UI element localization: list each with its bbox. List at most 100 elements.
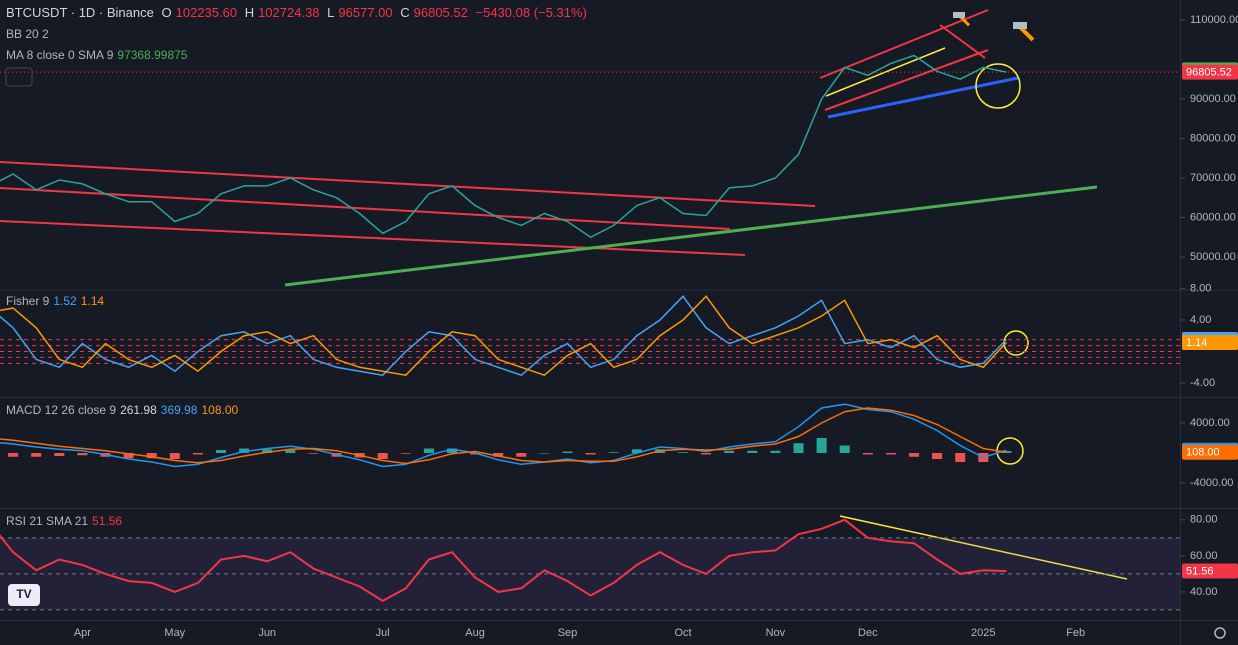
histogram-bar [932,453,943,460]
series-line [0,295,1007,377]
trend-line [827,76,1019,119]
histogram-bar [216,449,226,453]
series-line [0,295,1007,377]
ohlc-label: H [244,5,255,20]
y-tick-label: 60000.00 [1190,211,1236,223]
price-badge [1182,444,1238,460]
histogram-bar [493,453,504,457]
histogram-bar [400,453,411,454]
indicator-name: RSI 21 SMA 21 [6,514,89,528]
trend-line [819,9,989,79]
ohlc-value: 96805.52 [413,5,468,20]
series-line [0,54,1007,239]
x-tick-label: Nov [766,627,786,639]
trend-line [824,49,989,111]
ma-legend: MA 8 close 0 SMA 9 97368.99875 [6,48,191,62]
series-line [0,518,1007,603]
y-tick-label: -4000.00 [1190,477,1233,489]
y-tick-label: 40.00 [1190,586,1218,598]
ohlc-value: 96577.00 [338,5,393,20]
indicator-value: 261.98 [120,403,157,417]
histogram-bar [839,445,850,453]
x-tick-label: May [164,627,185,639]
indicator-value: 97368.99875 [117,48,188,62]
histogram-bar [192,453,203,455]
price-badge [1182,563,1238,579]
x-tick-label: 2025 [971,627,995,639]
x-tick-label: Jul [376,627,390,639]
histogram-bar [562,451,573,453]
histogram-bar [8,453,19,457]
fisher-legend: Fisher 9 1.52 1.14 [6,294,108,308]
ohlc-value: 102724.38 [258,5,320,20]
ohlc-value: 102235.60 [175,5,238,20]
y-tick-label: 80.00 [1190,514,1218,526]
bb-legend: BB 20 2 [6,27,53,41]
histogram-bar [123,453,134,459]
histogram-bar [31,453,42,457]
trend-line [0,187,731,230]
histogram-bar [262,449,273,453]
ohlc-label: C [400,5,410,20]
indicator-name: Fisher 9 [6,294,50,308]
histogram-bar [447,448,457,453]
histogram-bar [146,453,157,459]
histogram-bar [423,448,434,453]
indicator-name: MACD 12 26 close 9 [6,403,117,417]
x-tick-label: Oct [674,627,691,639]
histogram-bar [539,453,550,454]
histogram-bar [377,453,388,460]
y-tick-label: 4000.00 [1190,417,1230,429]
y-tick-label: 60.00 [1190,550,1218,562]
ohlc-label: O [161,5,172,20]
indicator-value: 1.14 [80,294,105,308]
x-tick-label: Sep [558,627,578,639]
y-tick-label: 70000.00 [1190,172,1236,184]
change: −5430.08 (−5.31%) [475,5,587,20]
symbol: BTCUSDT · 1D · Binance [6,5,154,20]
price-badge-label: 96805.52 [1186,66,1232,78]
x-tick-label: Apr [74,627,91,639]
histogram-bar [54,453,65,457]
indicator-name: BB 20 2 [6,27,49,41]
histogram-bar [169,453,180,460]
trend-line [939,24,986,59]
price-badge [1182,64,1238,80]
indicator-value: 51.56 [92,514,123,528]
histogram-bar [724,450,735,453]
histogram-bar [516,453,527,457]
indicator-value: 1.52 [53,294,77,308]
y-tick-label: 4.00 [1190,314,1211,326]
highlight-circle [975,63,1021,109]
histogram-bar [955,453,966,463]
trend-line [0,161,816,207]
histogram-bar [885,453,896,455]
histogram-bar [816,437,827,453]
y-tick-label: 110000.00 [1190,14,1238,26]
histogram-bar [793,443,804,453]
rsi-legend: RSI 21 SMA 21 51.56 [6,514,126,528]
price-badge-label: 1.14 [1186,337,1207,349]
histogram-bar [631,449,642,453]
trend-line [825,47,946,97]
settings-icon[interactable] [1214,627,1226,639]
y-tick-label: 50000.00 [1190,251,1236,263]
histogram-bar [308,453,319,454]
indicator-value: 108.00 [201,403,239,417]
logo [8,584,40,606]
collapse-button[interactable] [5,67,33,87]
histogram-bar [678,452,688,453]
series-line [0,403,1007,468]
y-tick-label: 90000.00 [1190,93,1236,105]
histogram-bar [285,449,296,453]
histogram-bar [770,450,781,453]
logo-mark: TV [16,587,31,601]
indicator-name: MA 8 close 0 SMA 9 [6,48,114,62]
y-tick-label: 80000.00 [1190,132,1236,144]
price-badge [1182,335,1238,351]
histogram-bar [701,453,712,455]
x-tick-label: Feb [1066,627,1085,639]
